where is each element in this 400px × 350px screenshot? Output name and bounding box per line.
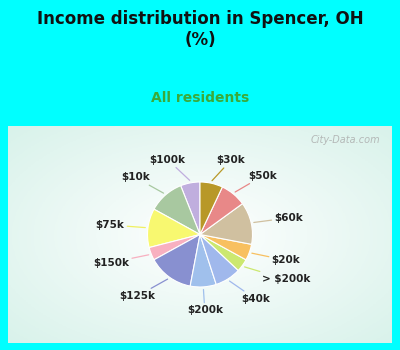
Wedge shape	[200, 204, 252, 244]
Text: $100k: $100k	[150, 155, 190, 180]
Wedge shape	[154, 186, 200, 235]
Wedge shape	[148, 209, 200, 247]
Text: $50k: $50k	[235, 171, 277, 192]
Wedge shape	[200, 187, 242, 234]
Wedge shape	[200, 182, 222, 234]
Wedge shape	[200, 234, 252, 260]
Wedge shape	[181, 182, 200, 234]
Wedge shape	[154, 234, 200, 286]
Text: $30k: $30k	[212, 155, 245, 181]
Wedge shape	[190, 234, 216, 287]
Wedge shape	[149, 234, 200, 260]
Text: $75k: $75k	[96, 220, 145, 230]
Text: $60k: $60k	[254, 213, 303, 223]
Text: > $200k: > $200k	[244, 267, 310, 284]
Text: $125k: $125k	[119, 279, 168, 301]
Text: $20k: $20k	[252, 253, 300, 265]
Wedge shape	[200, 234, 238, 285]
Text: $150k: $150k	[93, 255, 149, 267]
Wedge shape	[200, 234, 246, 271]
Text: $10k: $10k	[121, 173, 164, 193]
Text: $40k: $40k	[230, 281, 270, 304]
Text: All residents: All residents	[151, 91, 249, 105]
Text: Income distribution in Spencer, OH
(%): Income distribution in Spencer, OH (%)	[37, 10, 363, 49]
Text: City-Data.com: City-Data.com	[311, 135, 380, 145]
Text: $200k: $200k	[187, 289, 223, 315]
